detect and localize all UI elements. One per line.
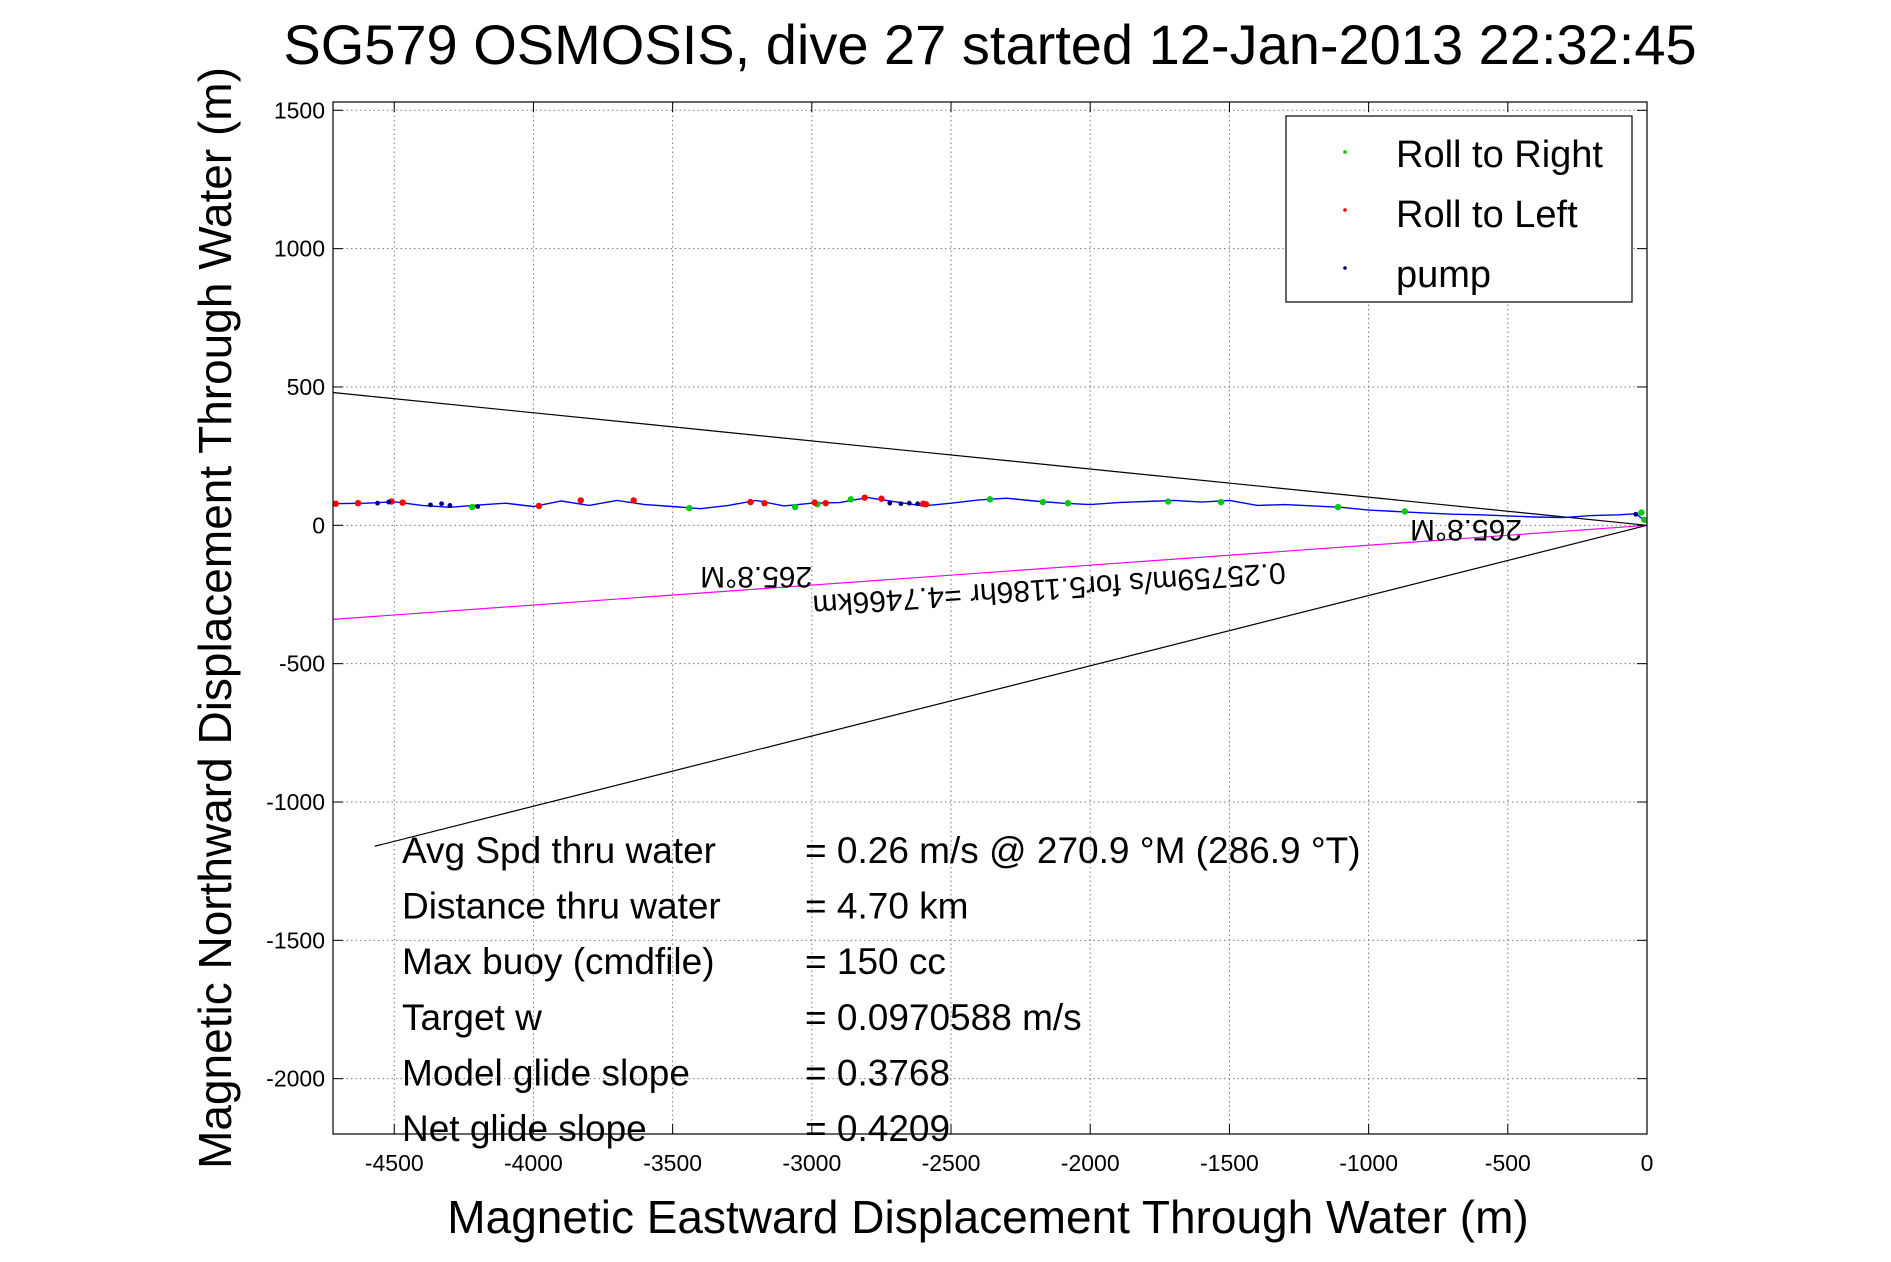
stat-label: Net glide slope <box>402 1108 647 1149</box>
legend-label-pump: pump <box>1396 254 1491 296</box>
y-axis-label: Magnetic Northward Displacement Through … <box>189 67 241 1169</box>
stat-value: = 0.4209 <box>805 1108 950 1149</box>
stat-label: Max buoy (cmdfile) <box>402 941 715 982</box>
y-tick-label: -500 <box>279 651 325 677</box>
y-tick-label: 500 <box>287 374 325 400</box>
stat-label: Avg Spd thru water <box>402 830 716 871</box>
rotated-label: 265.8°M <box>1410 513 1522 546</box>
roll-right-marker <box>1064 499 1072 507</box>
y-tick-label: -1500 <box>266 927 325 953</box>
roll-right-marker <box>1039 498 1047 506</box>
x-tick-label: -4000 <box>504 1150 563 1176</box>
reference-lines <box>332 391 1648 847</box>
roll-left-marker <box>577 497 584 504</box>
y-tick-label: -1000 <box>266 789 325 815</box>
pump-marker <box>447 502 453 508</box>
x-tick-label: -500 <box>1485 1150 1531 1176</box>
x-tick-label: -3000 <box>782 1150 841 1176</box>
roll-right-marker <box>468 503 476 511</box>
roll-right-marker <box>1164 498 1172 505</box>
roll-right-marker <box>1641 516 1648 523</box>
x-tick-label: -2000 <box>1061 1150 1120 1176</box>
stat-label: Model glide slope <box>402 1052 690 1093</box>
roll-right-marker <box>1217 498 1225 506</box>
roll-right-marker <box>791 503 799 511</box>
roll-left-marker <box>761 499 768 507</box>
dive-track <box>332 496 1648 524</box>
legend-marker-pump <box>1343 266 1347 270</box>
roll-right-marker <box>847 496 855 503</box>
reference-line <box>332 391 1648 526</box>
pump-marker <box>375 500 380 506</box>
x-tick-label: -1500 <box>1200 1150 1259 1176</box>
plot-frame <box>332 101 1648 1135</box>
roll-right-marker <box>1401 508 1409 515</box>
x-tick-label: -4500 <box>365 1150 424 1176</box>
legend-label-roll-right: Roll to Right <box>1396 134 1603 176</box>
y-tick-label: 1000 <box>274 236 325 262</box>
legend-marker-roll-right <box>1343 150 1347 154</box>
x-axis-label: Magnetic Eastward Displacement Through W… <box>447 1191 1528 1243</box>
pump-marker <box>1633 511 1639 517</box>
x-tick-label: 0 <box>1641 1150 1654 1176</box>
stat-value: = 0.0970588 m/s <box>805 997 1082 1038</box>
roll-left-marker <box>354 499 362 507</box>
stat-value: = 150 cc <box>805 941 946 982</box>
roll-left-marker <box>630 497 637 504</box>
x-tick-label: -3500 <box>643 1150 702 1176</box>
legend-label-roll-left: Roll to Left <box>1396 194 1578 236</box>
roll-left-marker <box>332 500 339 507</box>
y-tick-label: 0 <box>312 512 325 538</box>
roll-right-marker <box>986 496 994 503</box>
pump-marker <box>887 500 893 506</box>
pump-marker <box>898 501 904 507</box>
pump-marker <box>428 502 433 508</box>
legend: Roll to Right Roll to Left pump <box>1285 115 1633 303</box>
pump-marker <box>386 499 392 505</box>
reference-line <box>374 524 1648 847</box>
pump-marker <box>915 501 921 507</box>
track-line <box>332 496 1648 524</box>
y-tick-label: 1500 <box>274 97 325 123</box>
axis-ticks: -4500 -4000 -3500 -3000 -2500 -2000 -1500 -1000… <box>266 97 1653 1176</box>
pump-marker <box>439 501 444 507</box>
stat-value: = 0.26 m/s @ 270.9 °M (286.9 °T) <box>805 830 1361 871</box>
pump-marker <box>906 500 912 506</box>
roll-right-marker <box>686 504 693 512</box>
stat-label: Target w <box>402 997 542 1038</box>
legend-marker-roll-left <box>1343 208 1347 212</box>
roll-left-marker <box>811 499 818 506</box>
roll-left-marker <box>399 499 406 506</box>
stats-block: Avg Spd thru water = 0.26 m/s @ 270.9 °M … <box>402 830 1361 1149</box>
roll-left-marker <box>747 498 754 506</box>
pump-marker <box>475 504 481 509</box>
x-tick-label: -2500 <box>922 1150 981 1176</box>
roll-left-marker <box>822 499 829 507</box>
roll-left-marker <box>861 494 868 501</box>
roll-left-marker <box>922 501 930 508</box>
stat-value: = 0.3768 <box>805 1052 950 1093</box>
x-tick-label: -1000 <box>1339 1150 1398 1176</box>
reference-line <box>332 524 1648 620</box>
markers <box>332 494 1648 523</box>
roll-left-marker <box>535 502 543 510</box>
roll-right-marker <box>1334 503 1342 511</box>
rotated-label: 265.8°M <box>700 560 812 593</box>
stat-value: = 4.70 km <box>805 886 969 927</box>
roll-left-marker <box>878 495 885 502</box>
stat-label: Distance thru water <box>402 886 721 927</box>
roll-right-marker <box>1638 509 1645 516</box>
y-tick-label: -2000 <box>266 1066 325 1092</box>
chart-title: SG579 OSMOSIS, dive 27 started 12-Jan-20… <box>283 13 1696 76</box>
